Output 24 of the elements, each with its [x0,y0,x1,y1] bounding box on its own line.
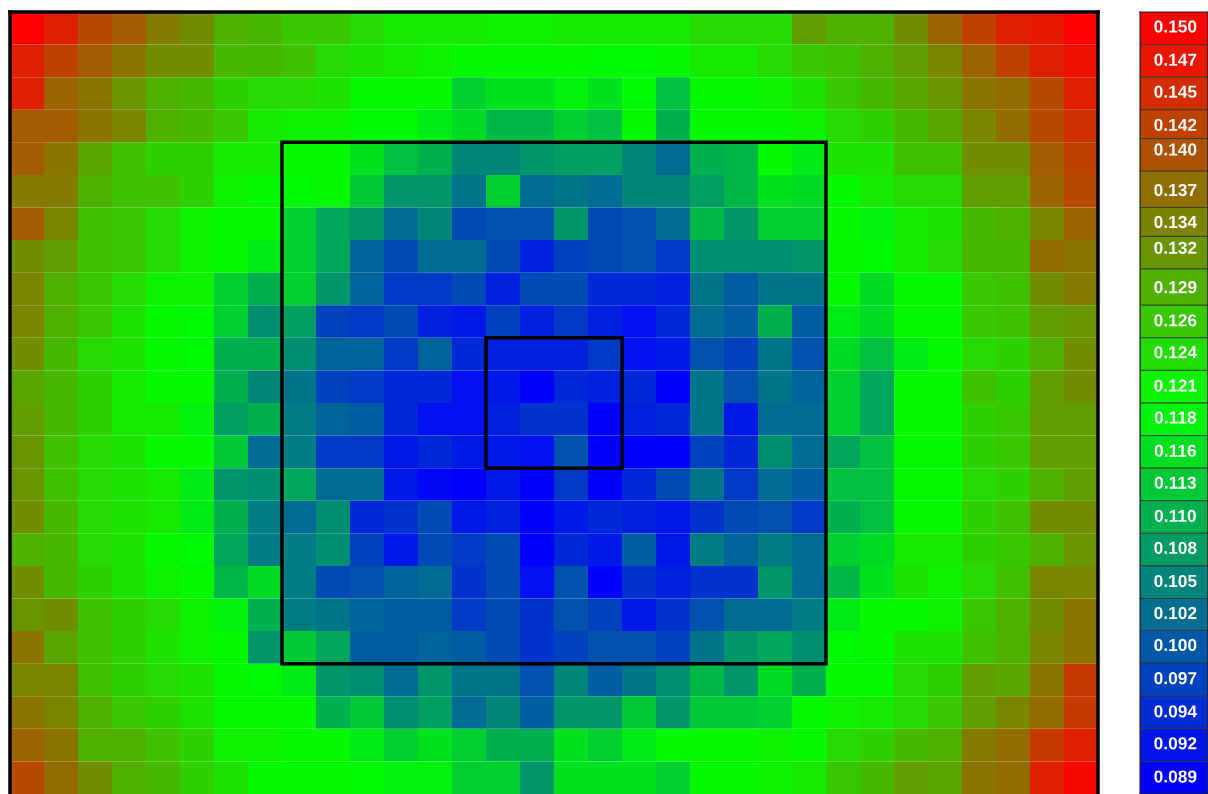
color-bar-label: 0.126 [1154,314,1197,327]
color-bar-label: 0.142 [1154,118,1197,132]
color-bar-label: 0.097 [1154,672,1197,685]
color-bar-label: 0.089 [1154,770,1197,783]
color-bar-label: 0.129 [1154,281,1197,294]
color-bar-label: 0.110 [1154,509,1196,523]
color-bar-label: 0.094 [1154,705,1197,718]
color-bar-label: 0.137 [1154,183,1197,197]
color-bar-label: 0.116 [1154,444,1196,457]
color-bar-label: 0.102 [1154,606,1197,620]
color-bar-label: 0.121 [1154,379,1197,392]
color-bar-label: 0.100 [1154,638,1197,652]
color-bar-label: 0.118 [1154,411,1197,424]
color-bar-label: 0.150 [1154,20,1197,33]
color-bar-label: 0.147 [1154,53,1197,66]
color-bar-label: 0.132 [1154,241,1197,254]
color-bar-label: 0.140 [1154,143,1197,156]
color-bar-label: 0.105 [1154,574,1197,588]
color-bar-label: 0.134 [1154,215,1197,229]
color-bar-label: 0.124 [1154,346,1197,359]
color-bar-label: 0.113 [1154,476,1196,489]
color-bar-label: 0.092 [1154,737,1197,750]
color-bar-label: 0.108 [1154,541,1197,554]
color-bar-label: 0.145 [1154,85,1197,98]
